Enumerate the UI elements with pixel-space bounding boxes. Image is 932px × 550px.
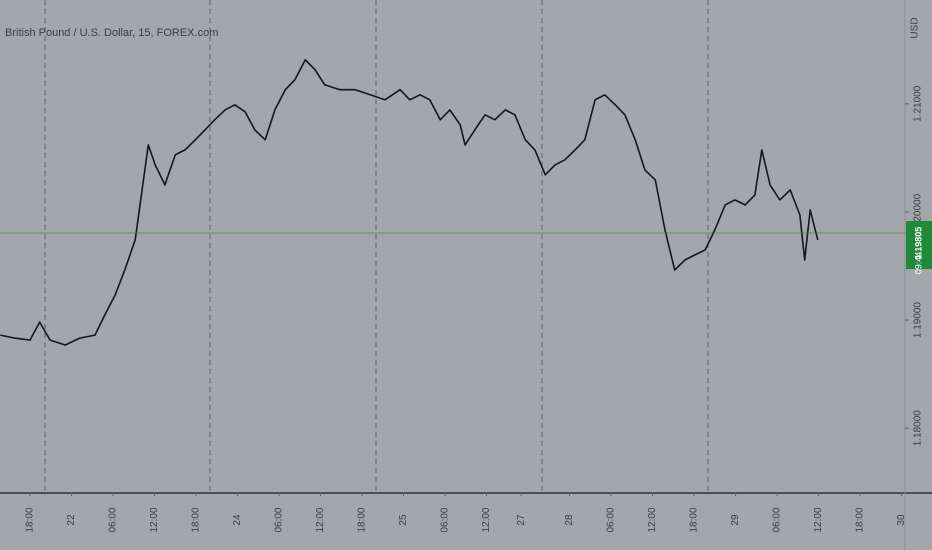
session-lines <box>44 0 709 492</box>
x-tick-label: 18:00 <box>855 507 866 532</box>
x-tick-label: 18:00 <box>689 507 700 532</box>
x-tick-label: 24 <box>232 514 243 526</box>
chart-title: British Pound / U.S. Dollar, 15, FOREX.c… <box>5 27 218 39</box>
x-tick-label: 06:00 <box>274 507 285 532</box>
x-tick-label: 12:00 <box>315 507 326 532</box>
x-tick-label: 06:00 <box>772 507 783 532</box>
x-tick-label: 12:00 <box>813 507 824 532</box>
x-tick-label: 18:00 <box>357 507 368 532</box>
x-tick-label: 12:00 <box>481 507 492 532</box>
x-tick-label: 12:00 <box>149 507 160 532</box>
price-line <box>0 59 819 346</box>
x-tick-label: 06:00 <box>440 507 451 532</box>
last-price-badge <box>906 221 932 270</box>
x-tick-label: 06:00 <box>108 507 119 532</box>
x-tick-label: 18:00 <box>191 507 202 532</box>
x-tick-label: 29 <box>730 514 741 526</box>
y-tick-label: 1.18000 <box>913 410 924 447</box>
x-tick-label: 12:00 <box>647 507 658 532</box>
x-tick-label: 22 <box>66 514 77 526</box>
currency-label: USD <box>910 17 921 38</box>
x-tick-label: 30 <box>896 514 907 526</box>
y-tick-label: 1.19000 <box>913 302 924 339</box>
x-tick-label: 18:00 <box>25 507 36 532</box>
y-tick-label: 1.21000 <box>913 85 924 122</box>
x-tick-label: 06:00 <box>606 507 617 532</box>
last-price-label: 1.19805 <box>913 227 923 260</box>
x-tick-label: 25 <box>398 514 409 526</box>
x-tick-label: 28 <box>564 514 575 526</box>
y-tick-label: 1.20000 <box>913 193 924 230</box>
countdown-label: 09:44 <box>913 252 923 275</box>
x-tick-label: 27 <box>516 514 527 526</box>
